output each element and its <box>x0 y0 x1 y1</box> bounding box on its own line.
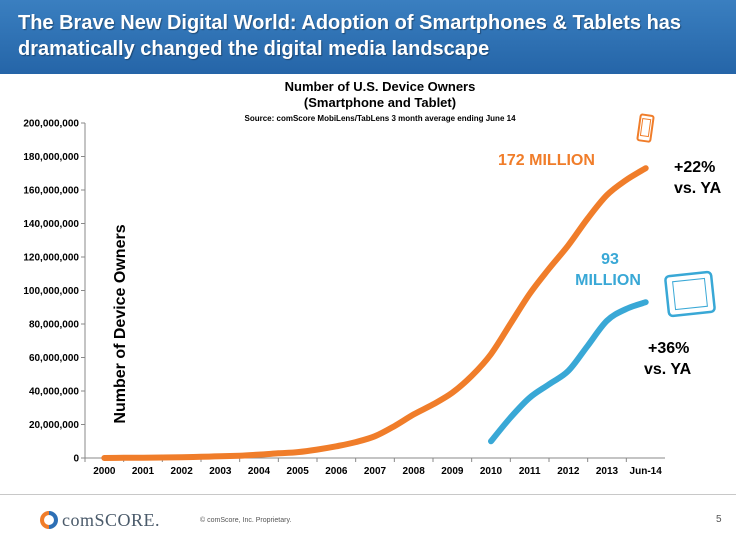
annotation-million: MILLION <box>575 272 641 289</box>
y-tick-label: 100,000,000 <box>23 286 79 297</box>
comscore-logo-text: comSCORE. <box>62 510 161 530</box>
annotation-plus-36: +36% <box>648 340 689 357</box>
x-tick-label: 2013 <box>596 466 619 477</box>
x-tick-label: 2010 <box>480 466 503 477</box>
chart-source: Source: comScore MobiLens/TabLens 3 mont… <box>244 114 516 123</box>
y-tick-label: 140,000,000 <box>23 219 79 230</box>
y-tick-label: 40,000,000 <box>29 387 79 398</box>
annotation-plus-22: +22% <box>674 159 715 176</box>
series-line-tablet <box>488 299 649 445</box>
annotation-93: 93 <box>601 251 619 268</box>
x-tick-label: 2004 <box>248 466 271 477</box>
comscore-logo-icon <box>40 511 58 529</box>
y-tick-label: 160,000,000 <box>23 186 79 197</box>
y-tick-label: 60,000,000 <box>29 353 79 364</box>
annotation-vs-ya-2: vs. YA <box>644 361 692 378</box>
slide-title: The Brave New Digital World: Adoption of… <box>18 12 682 60</box>
x-tick-label: 2003 <box>209 466 232 477</box>
slide-header: The Brave New Digital World: Adoption of… <box>0 0 736 74</box>
x-tick-label: 2009 <box>441 466 464 477</box>
series-line-smartphone <box>101 165 649 461</box>
x-tick-label: 2006 <box>325 466 348 477</box>
x-tick-label: 2007 <box>364 466 387 477</box>
y-axis-label: Number of Device Owners <box>112 224 129 423</box>
x-tick-label: 2002 <box>171 466 194 477</box>
x-tick-label: 2008 <box>403 466 426 477</box>
chart-title: Number of U.S. Device Owners <box>285 79 476 94</box>
y-tick-label: 80,000,000 <box>29 320 79 331</box>
y-tick-label: 0 <box>73 454 79 465</box>
chart-subtitle: (Smartphone and Tablet) <box>304 95 456 110</box>
annotation-172-million: 172 MILLION <box>498 152 595 169</box>
x-tick-label: 2011 <box>519 466 541 477</box>
tablet-icon <box>664 270 716 318</box>
page-number: 5 <box>716 514 722 525</box>
x-tick-label: 2001 <box>132 466 155 477</box>
x-tick-label: 2005 <box>287 466 310 477</box>
x-tick-label: 2000 <box>93 466 116 477</box>
copyright-text: © comScore, Inc. Proprietary. <box>200 517 292 524</box>
y-axis-ticks: 0 20,000,000 40,000,000 60,000,000 80,000,00… <box>23 119 85 465</box>
y-tick-label: 120,000,000 <box>23 253 79 264</box>
x-tick-label: Jun-14 <box>630 466 663 477</box>
y-tick-label: 200,000,000 <box>23 119 79 130</box>
y-tick-label: 180,000,000 <box>23 152 79 163</box>
x-axis-ticks: 2000 2001 2002 2003 2004 2005 2006 2007 2008 2009… <box>84 458 663 477</box>
y-tick-label: 20,000,000 <box>29 420 79 431</box>
series-layer <box>101 165 649 461</box>
footer-divider <box>0 494 736 495</box>
x-tick-label: 2012 <box>557 466 580 477</box>
annotation-vs-ya-1: vs. YA <box>674 180 722 197</box>
smartphone-icon <box>636 113 655 143</box>
device-owners-chart: Number of U.S. Device Owners (Smartphone… <box>23 79 722 477</box>
